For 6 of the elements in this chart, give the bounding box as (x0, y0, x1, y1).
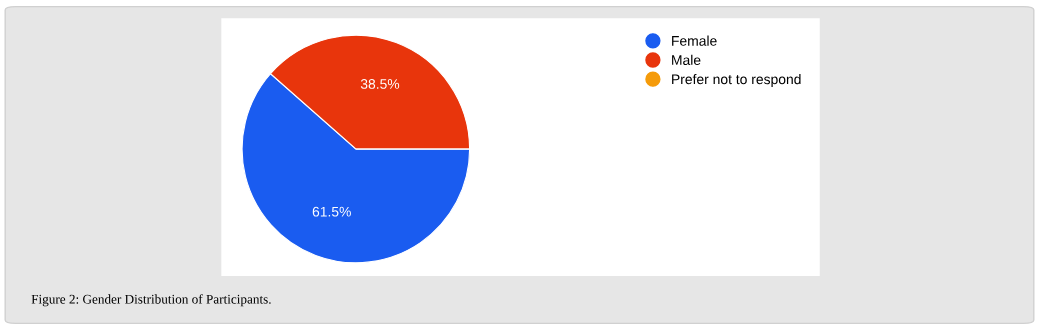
caption: Figure 2: Gender Distribution of Participants. (31, 294, 271, 307)
data-label: 61.5% (312, 206, 351, 217)
legend-label: Male (672, 54, 701, 65)
data-label: 38.5% (360, 79, 400, 89)
legend-label: Prefer not to respond (672, 73, 801, 87)
legend-label: Female (672, 35, 717, 46)
